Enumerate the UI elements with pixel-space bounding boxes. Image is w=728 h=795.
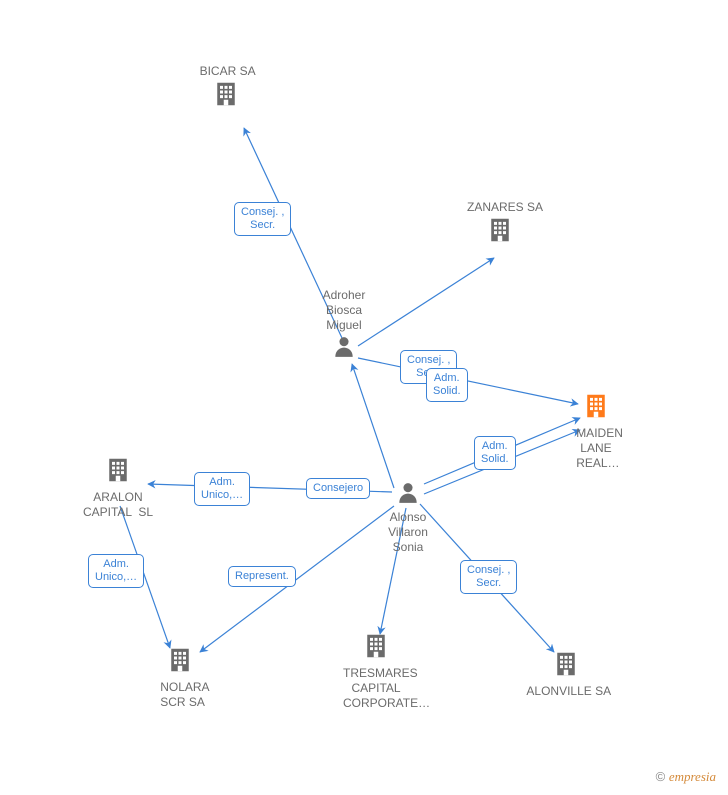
building-icon (211, 96, 241, 113)
building-icon (485, 232, 515, 249)
node-label: ARALON CAPITAL SL (82, 490, 155, 520)
building-icon (361, 648, 391, 665)
node-zanares[interactable]: ZANARES SA (467, 200, 533, 250)
building-icon (103, 472, 133, 489)
node-label: Alonso Villaron Sonia (382, 510, 435, 555)
person-icon (395, 492, 421, 509)
node-label: ALONVILLE SA (526, 684, 605, 699)
building-icon (165, 662, 195, 679)
node-label: NOLARA SCR SA (160, 680, 200, 710)
node-maiden[interactable]: MAIDEN LANE REAL… (576, 391, 616, 471)
brand-name: empresia (669, 769, 716, 784)
node-nolara[interactable]: NOLARA SCR SA (160, 645, 200, 710)
node-adroher[interactable]: Adroher Biosca Miguel (321, 288, 367, 364)
footer-attribution: © empresia (656, 769, 716, 785)
edge-label: Consej. , Secr. (460, 560, 517, 594)
node-bicar[interactable]: BICAR SA (200, 64, 253, 114)
network-canvas: { "type": "network", "canvas": { "width"… (0, 0, 728, 795)
person-icon (331, 346, 357, 363)
edge (358, 358, 578, 404)
edge-label: Adm. Unico,… (194, 472, 250, 506)
node-alonso[interactable]: Alonso Villaron Sonia (382, 479, 435, 555)
edge-label: Adm. Solid. (426, 368, 468, 402)
node-tresmares[interactable]: TRESMARES CAPITAL CORPORATE… (343, 631, 409, 711)
edge-label: Consej. , Secr. (234, 202, 291, 236)
edge-label: Consejero (306, 478, 370, 499)
building-icon (551, 666, 581, 683)
edge-label: Adm. Solid. (474, 436, 516, 470)
node-label: MAIDEN LANE REAL… (576, 426, 616, 471)
edge (358, 258, 494, 346)
copyright-symbol: © (656, 769, 666, 784)
edge (352, 364, 394, 488)
node-aralon[interactable]: ARALON CAPITAL SL (82, 455, 155, 520)
node-label: ZANARES SA (467, 200, 533, 215)
edge-label: Represent. (228, 566, 296, 587)
node-label: TRESMARES CAPITAL CORPORATE… (343, 666, 409, 711)
node-label: BICAR SA (200, 64, 253, 79)
building-icon (581, 408, 611, 425)
edge-label: Adm. Unico,… (88, 554, 144, 588)
node-alonville[interactable]: ALONVILLE SA (526, 649, 605, 699)
node-label: Adroher Biosca Miguel (321, 288, 367, 333)
